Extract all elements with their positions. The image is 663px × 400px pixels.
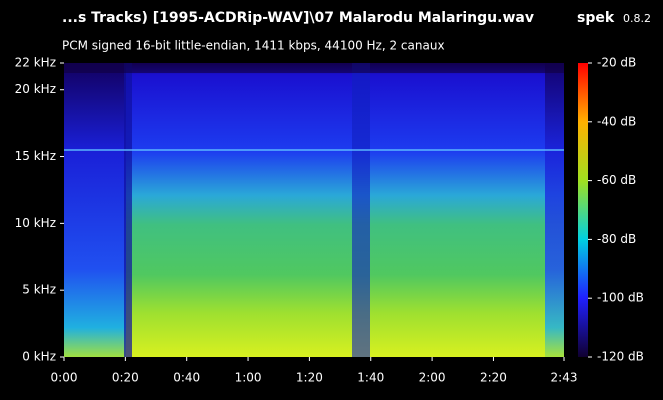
colorbar	[578, 63, 588, 357]
y-tick-label: 5 kHz	[22, 283, 56, 297]
x-tick-label: 1:40	[357, 371, 384, 385]
outro	[545, 63, 564, 357]
x-tick-label: 0:40	[173, 371, 200, 385]
intro-quiet	[64, 63, 126, 357]
stream-info: PCM signed 16-bit little-endian, 1411 kb…	[62, 39, 445, 53]
spectrogram	[64, 63, 564, 357]
y-tick-label: 0 kHz	[22, 350, 56, 364]
gap	[124, 63, 132, 357]
spectrogram-body	[64, 63, 564, 357]
y-tick-label: 22 kHz	[15, 56, 56, 70]
colorbar-tick-label: -120 dB	[597, 350, 644, 364]
app-name: spek	[577, 10, 615, 26]
y-tick-label: 10 kHz	[15, 216, 56, 230]
gap	[352, 63, 370, 357]
x-tick-label: 0:00	[51, 371, 78, 385]
colorbar-tick-label: -40 dB	[597, 114, 636, 128]
top-noise	[64, 63, 564, 73]
colorbar-tick-label: -60 dB	[597, 173, 636, 187]
y-tick-label: 15 kHz	[15, 149, 56, 163]
colorbar-tick-label: -20 dB	[597, 56, 636, 70]
x-tick-label: 0:20	[112, 371, 139, 385]
x-tick-label: 2:20	[480, 371, 507, 385]
app-version: 0.8.2	[623, 12, 651, 25]
x-tick-label: 1:20	[296, 371, 323, 385]
y-tick-label: 20 kHz	[15, 82, 56, 96]
x-tick-label: 1:00	[235, 371, 262, 385]
cutoff-line	[64, 149, 564, 151]
colorbar-tick-label: -100 dB	[597, 291, 644, 305]
x-tick-label: 2:00	[419, 371, 446, 385]
colorbar-tick-label: -80 dB	[597, 232, 636, 246]
x-tick-label: 2:43	[551, 371, 578, 385]
file-name: ...s Tracks) [1995-ACDRip-WAV]\07 Malaro…	[62, 10, 534, 26]
